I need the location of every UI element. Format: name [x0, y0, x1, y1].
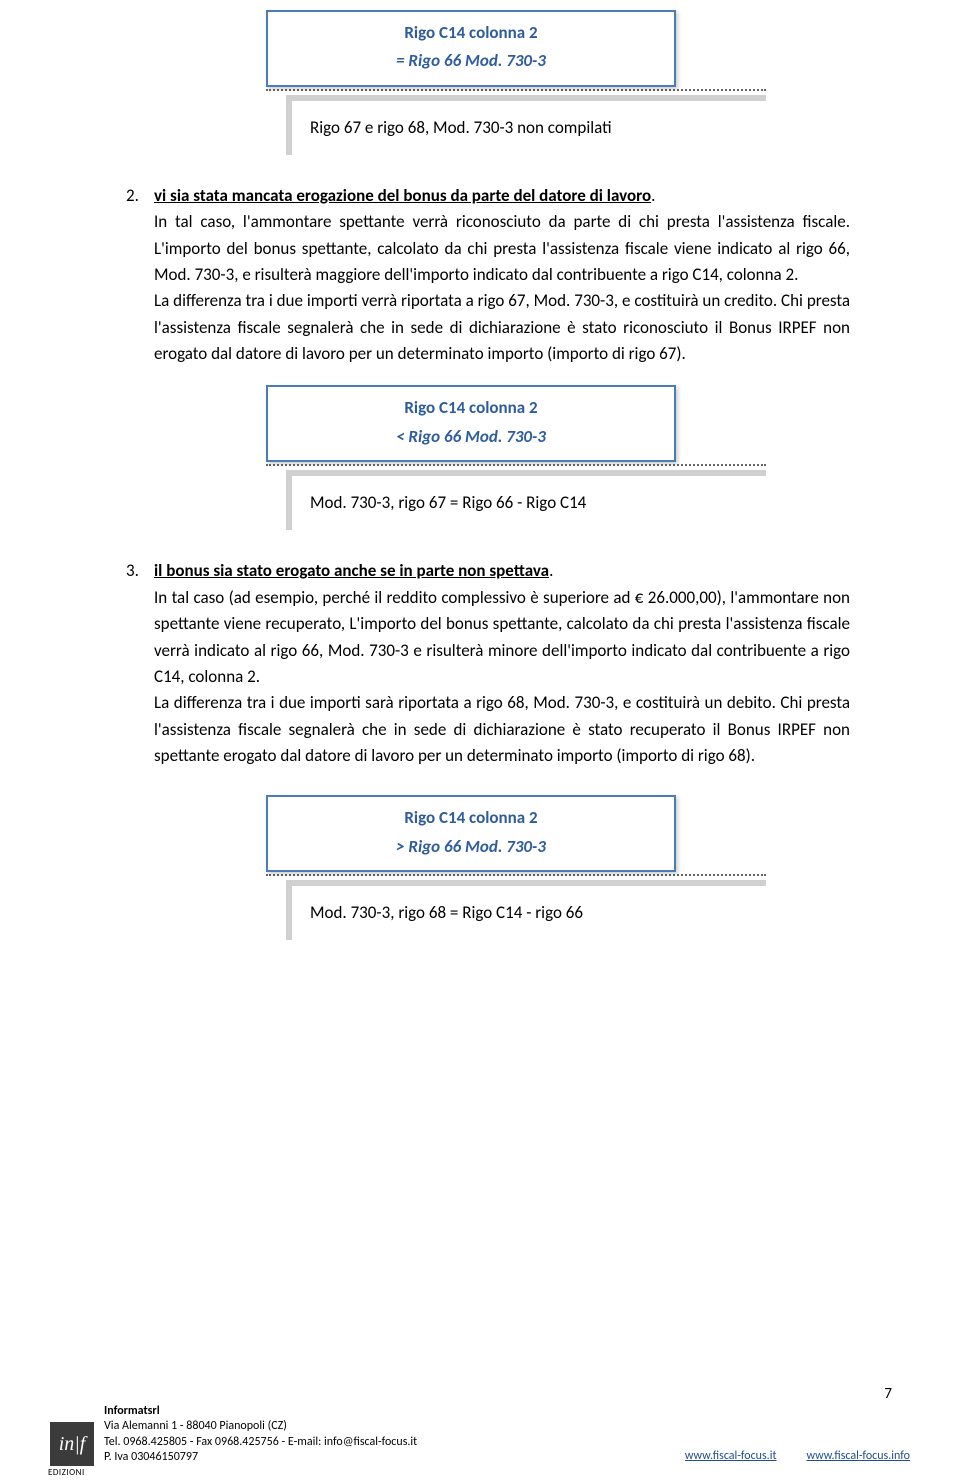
company-piva: P. Iva 03046150797 [104, 1450, 685, 1466]
footer-info: Informatsrl Via Alemanni 1 - 88040 Piano… [104, 1404, 685, 1466]
list-item-3: 3. il bonus sia stato erogato anche se i… [126, 558, 850, 769]
callout-box-3: Rigo C14 colonna 2 > Rigo 66 Mod. 730-3 [266, 795, 676, 872]
paragraph: In tal caso, l'ammontare spettante verrà… [154, 209, 850, 288]
page-content: Rigo C14 colonna 2 = Rigo 66 Mod. 730-3 … [126, 0, 850, 940]
list-lead: vi sia stata mancata erogazione del bonu… [154, 185, 651, 206]
callout-subtitle: > Rigo 66 Mod. 730-3 [282, 834, 660, 860]
result-box-1: Rigo 67 e rigo 68, Mod. 730-3 non compil… [286, 95, 766, 155]
list-number: 3. [126, 558, 154, 769]
dotted-divider [266, 89, 766, 91]
dotted-divider [266, 874, 766, 876]
list-item-2: 2. vi sia stata mancata erogazione del b… [126, 183, 850, 367]
dotted-divider [266, 464, 766, 466]
company-name: Informatsrl [104, 1404, 685, 1420]
callout-box-2: Rigo C14 colonna 2 < Rigo 66 Mod. 730-3 [266, 385, 676, 462]
callout-subtitle: = Rigo 66 Mod. 730-3 [282, 48, 660, 74]
list-body: vi sia stata mancata erogazione del bonu… [154, 183, 850, 367]
callout-title: Rigo C14 colonna 2 [282, 805, 660, 831]
footer-links: www.fiscal-focus.it www.fiscal-focus.inf… [685, 1447, 910, 1466]
paragraph: La differenza tra i due importi verrà ri… [154, 288, 850, 367]
paragraph: La differenza tra i due importi sarà rip… [154, 690, 850, 769]
result-box-2: Mod. 730-3, rigo 67 = Rigo 66 - Rigo C14 [286, 470, 766, 530]
callout-title: Rigo C14 colonna 2 [282, 20, 660, 46]
company-address: Via Alemanni 1 - 88040 Pianopoli (CZ) [104, 1419, 685, 1435]
list-body: il bonus sia stato erogato anche se in p… [154, 558, 850, 769]
footer-link-1[interactable]: www.fiscal-focus.it [685, 1447, 777, 1466]
result-box-3: Mod. 730-3, rigo 68 = Rigo C14 - rigo 66 [286, 880, 766, 940]
paragraph: In tal caso (ad esempio, perché il reddi… [154, 585, 850, 690]
list-lead: il bonus sia stato erogato anche se in p… [154, 560, 549, 581]
callout-box-1: Rigo C14 colonna 2 = Rigo 66 Mod. 730-3 [266, 10, 676, 87]
page-footer: in|f Informatsrl Via Alemanni 1 - 88040 … [0, 1404, 960, 1466]
callout-subtitle: < Rigo 66 Mod. 730-3 [282, 424, 660, 450]
callout-title: Rigo C14 colonna 2 [282, 395, 660, 421]
page-number: 7 [884, 1383, 892, 1406]
footer-link-2[interactable]: www.fiscal-focus.info [806, 1447, 910, 1466]
company-tel: Tel. 0968.425805 - Fax 0968.425756 - E-m… [104, 1435, 685, 1451]
list-number: 2. [126, 183, 154, 367]
logo-icon: in|f [50, 1422, 94, 1466]
